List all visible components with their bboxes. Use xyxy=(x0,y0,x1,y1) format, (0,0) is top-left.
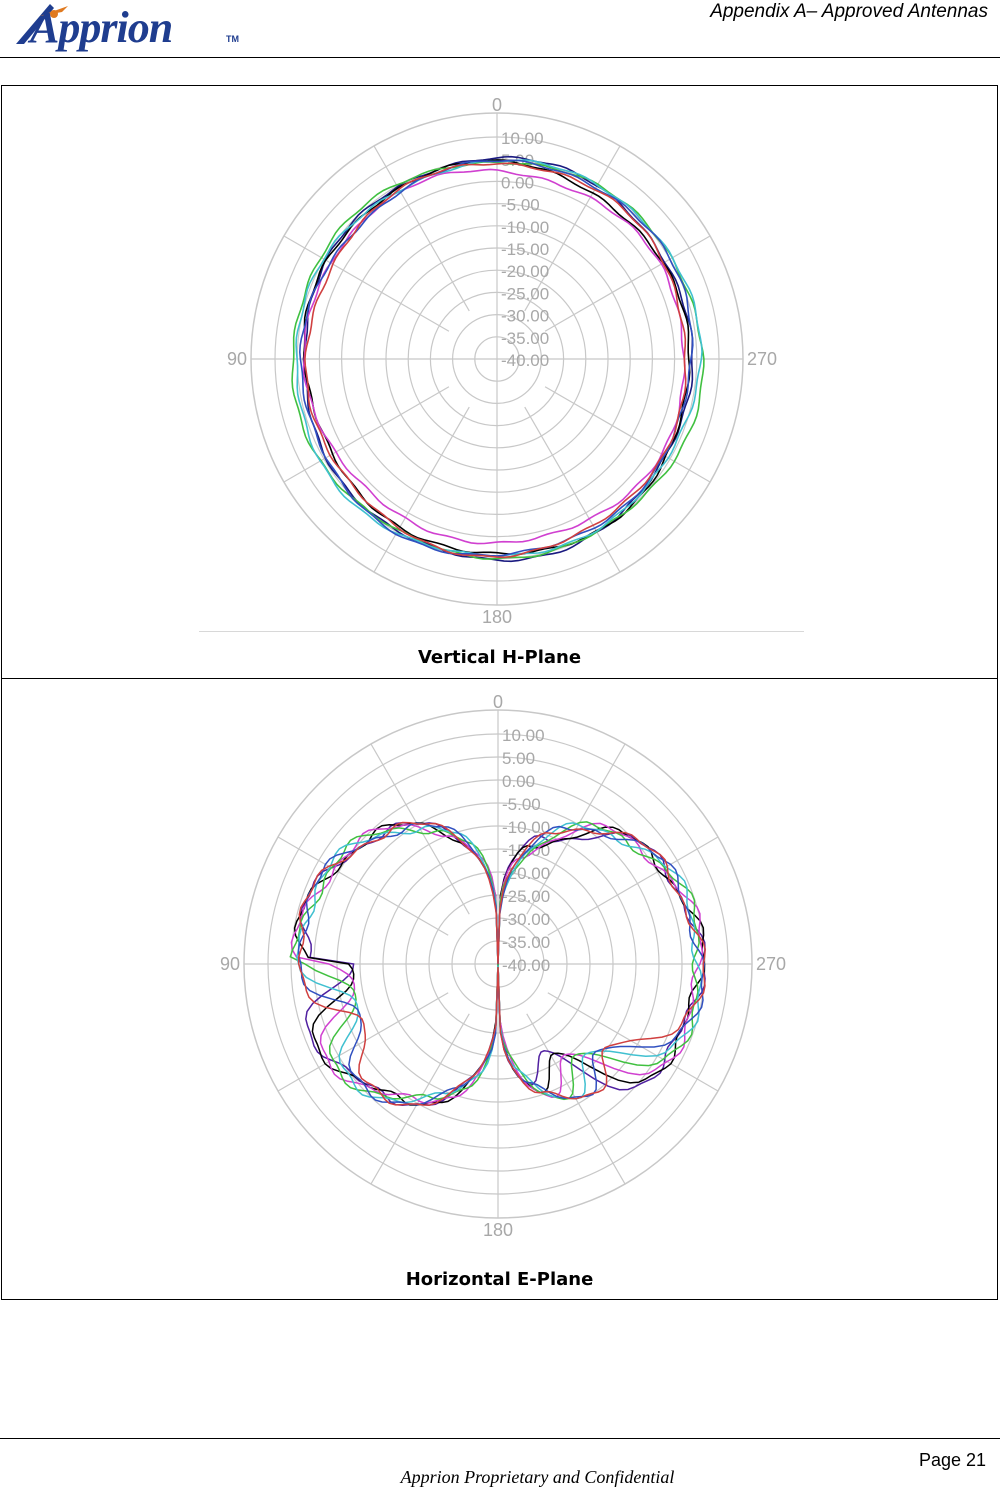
confidential-notice: Apprion Proprietary and Confidential xyxy=(400,1467,675,1487)
ring-tick-label: 10.00 xyxy=(502,726,545,745)
angle-tick-label: 90 xyxy=(220,954,240,974)
polar-spoke xyxy=(544,235,711,332)
angle-tick-label: 90 xyxy=(227,349,247,369)
logo-wordmark: Apprion xyxy=(30,3,173,52)
ring-tick-label: -30.00 xyxy=(501,307,549,326)
ring-tick-label: -5.00 xyxy=(502,795,541,814)
ring-tick-label: 5.00 xyxy=(502,749,535,768)
angle-tick-label: 0 xyxy=(492,95,502,115)
polar-spoke xyxy=(283,386,450,483)
ring-tick-label: -5.00 xyxy=(501,196,540,215)
polar-spoke xyxy=(373,406,470,573)
ring-tick-label: -35.00 xyxy=(502,933,550,952)
apprion-logo: Apprion TM xyxy=(10,0,239,56)
angle-tick-label: 270 xyxy=(747,349,777,369)
polar-spoke xyxy=(283,235,450,332)
page-header: Apprion TM Appendix A– Approved Antennas xyxy=(0,0,1000,58)
pattern-series-7 xyxy=(304,162,687,559)
ring-tick-label: 10.00 xyxy=(501,129,544,148)
ring-tick-label: -30.00 xyxy=(502,910,550,929)
ring-tick-label: 0.00 xyxy=(502,772,535,791)
pattern-series-6 xyxy=(298,159,694,557)
logo-swoosh-icon xyxy=(16,4,68,44)
figure-cell-vertical: 10.00 5.00 0.00 -5.00 -10.00 -15.00 -20.00 -25.… xyxy=(2,86,997,679)
ring-tick-label: -40.00 xyxy=(502,956,550,975)
pattern-series-7 xyxy=(297,821,706,1107)
ring-tick-label: -10.00 xyxy=(502,818,550,837)
angle-tick-label: 0 xyxy=(493,692,503,712)
ring-tick-label: -25.00 xyxy=(502,887,550,906)
polar-chart-vertical-h-plane: 10.005.000.00-5.00-10.00-15.00-20.00-25.… xyxy=(227,95,777,627)
figure-caption: Vertical H-Plane xyxy=(417,647,582,668)
ring-tick-label: 0.00 xyxy=(501,173,534,192)
ring-tick-label: -10.00 xyxy=(501,218,549,237)
polar-spoke xyxy=(547,992,719,1092)
pattern-series-5 xyxy=(295,822,703,1104)
polar-spoke xyxy=(277,836,449,936)
angle-tick-label: 180 xyxy=(482,607,512,627)
ring-tick-label: -20.00 xyxy=(501,262,549,281)
polar-spoke xyxy=(277,992,449,1092)
figure-caption: Horizontal E-Plane xyxy=(405,1269,594,1290)
pattern-series-4 xyxy=(289,821,700,1101)
polar-spoke xyxy=(524,145,621,312)
angle-tick-label: 270 xyxy=(756,954,786,974)
logo-trademark: TM xyxy=(226,34,239,44)
figure-cell-horizontal: 10.00 5.00 0.00 -5.00 -10.00 -15.00 -20.00 -25.… xyxy=(2,679,997,1299)
angle-tick-label: 180 xyxy=(483,1220,513,1240)
polar-spoke xyxy=(547,836,719,936)
polar-chart-horizontal-e-plane: 10.005.000.00-5.00-10.00-15.00-20.00-25.… xyxy=(220,692,786,1240)
ring-tick-label: -15.00 xyxy=(501,240,549,259)
ring-tick-label: -25.00 xyxy=(501,284,549,303)
ring-tick-label: -35.00 xyxy=(501,329,549,348)
header-divider xyxy=(0,57,1000,58)
page-number: Page 21 xyxy=(918,1450,986,1470)
polar-plot-frame: 10.00 5.00 0.00 -5.00 -10.00 -15.00 -20.00 -25.… xyxy=(199,91,804,632)
polar-plot-frame: 10.00 5.00 0.00 -5.00 -10.00 -15.00 -20.00 -25.… xyxy=(182,681,822,1256)
footer-divider xyxy=(0,1438,1000,1439)
polar-spoke xyxy=(524,406,621,573)
figure-table: 10.00 5.00 0.00 -5.00 -10.00 -15.00 -20.00 -25.… xyxy=(1,85,998,1300)
header-title: Appendix A– Approved Antennas xyxy=(710,1,988,22)
polar-spoke xyxy=(544,386,711,483)
polar-spoke xyxy=(373,145,470,312)
ring-tick-label: -40.00 xyxy=(501,351,549,370)
